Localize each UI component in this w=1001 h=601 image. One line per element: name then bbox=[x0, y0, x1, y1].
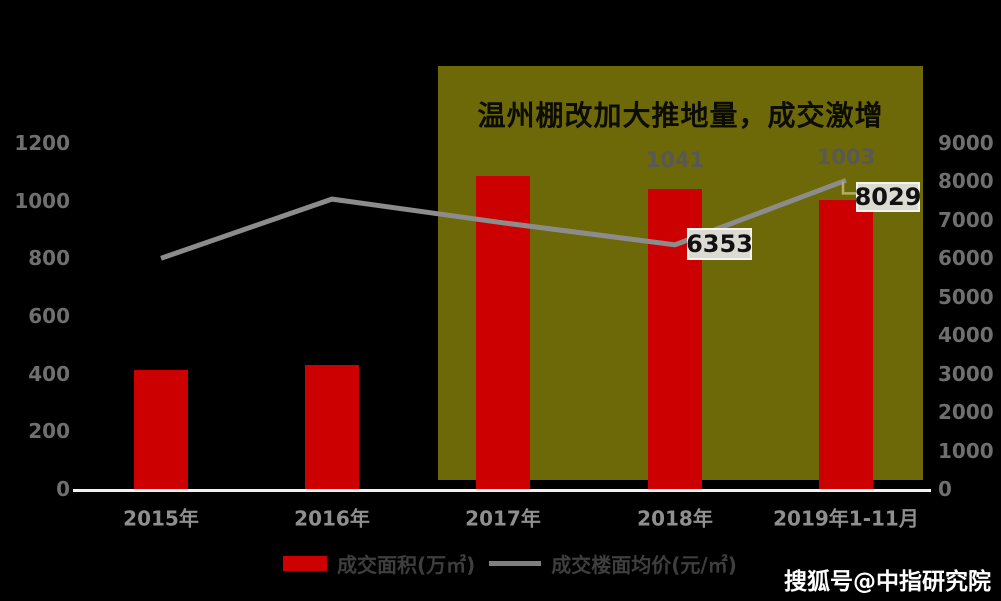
left-axis-tick: 1200 bbox=[14, 131, 70, 155]
x-axis-category-label: 2016年 bbox=[294, 506, 370, 531]
x-axis-category-label: 2019年1-11月 bbox=[773, 506, 919, 531]
legend: 成交面积(万㎡) 成交楼面均价(元/㎡) bbox=[283, 549, 737, 578]
watermark-text: 搜狐号@中指研究院 bbox=[784, 569, 991, 595]
right-axis-tick: 7000 bbox=[938, 207, 994, 232]
right-axis-tick: 8000 bbox=[938, 169, 994, 194]
x-axis-category-label: 2017年 bbox=[465, 506, 541, 531]
line-value-label: 6353 bbox=[686, 228, 753, 260]
right-axis-tick: 5000 bbox=[938, 284, 994, 309]
legend-bar-swatch-icon bbox=[283, 556, 327, 571]
left-axis-tick: 200 bbox=[28, 419, 70, 444]
left-axis-tick: 1000 bbox=[14, 188, 70, 213]
legend-line-label: 成交楼面均价(元/㎡) bbox=[551, 553, 737, 577]
left-axis-tick: 800 bbox=[28, 246, 70, 271]
left-axis-tick: 600 bbox=[28, 304, 70, 328]
x-axis-category-label: 2015年 bbox=[123, 506, 199, 531]
right-axis-tick: 2000 bbox=[938, 400, 994, 425]
right-axis-tick: 1000 bbox=[938, 438, 994, 463]
bar-value-label: 1041 bbox=[645, 148, 705, 172]
right-axis-tick: 6000 bbox=[938, 246, 994, 271]
chart-title: 温州棚改加大推地量，成交激增 bbox=[477, 99, 884, 132]
legend-line-swatch-icon bbox=[489, 561, 542, 566]
right-axis-tick: 0 bbox=[938, 477, 952, 501]
right-axis-tick: 9000 bbox=[938, 131, 994, 155]
line-value-label: 8029 bbox=[854, 182, 922, 212]
bar-2017年 bbox=[476, 175, 530, 490]
x-axis-line bbox=[73, 489, 931, 492]
left-axis-tick: 400 bbox=[28, 361, 70, 386]
bar-2015年 bbox=[134, 369, 188, 490]
bar-2019年1-11月 bbox=[819, 199, 873, 490]
right-axis-tick: 4000 bbox=[938, 323, 994, 348]
legend-bar-label: 成交面积(万㎡) bbox=[337, 553, 476, 577]
right-axis-tick: 3000 bbox=[938, 361, 994, 386]
left-axis-tick: 0 bbox=[56, 477, 70, 501]
x-axis-category-label: 2018年 bbox=[637, 506, 713, 531]
bar-value-label: 1003 bbox=[816, 145, 876, 169]
bar-2016年 bbox=[305, 365, 359, 490]
